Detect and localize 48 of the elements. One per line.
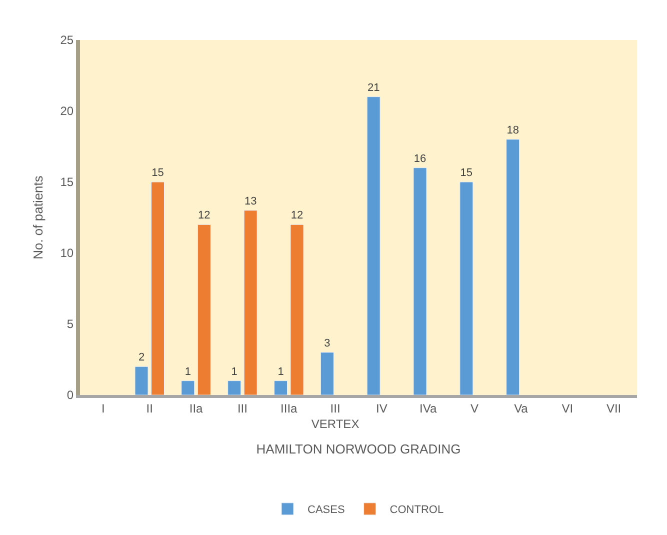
- data-label: 3: [324, 337, 330, 350]
- y-tick-label: 20: [60, 104, 74, 118]
- bar: [134, 366, 148, 395]
- bar: [244, 210, 258, 395]
- x-tick-label: II: [146, 401, 153, 416]
- y-tick-label: 10: [60, 246, 74, 260]
- data-label: 1: [278, 366, 284, 378]
- data-label: 1: [231, 366, 238, 378]
- data-label: 18: [506, 124, 519, 136]
- bar: [228, 380, 242, 395]
- bar: [151, 182, 164, 395]
- bar: [197, 224, 211, 395]
- x-tick-label: VI: [562, 401, 574, 416]
- x-tick-label: III: [237, 401, 248, 416]
- data-label: 15: [460, 167, 473, 179]
- bar: [181, 380, 195, 395]
- data-label: 16: [414, 152, 426, 165]
- x-axis-title: HAMILTON NORWOOD GRADING: [256, 442, 461, 457]
- y-tick-label: 5: [66, 317, 74, 332]
- bar: [290, 224, 304, 395]
- data-label: 13: [244, 195, 257, 208]
- bar: [320, 352, 334, 395]
- bar: [413, 168, 427, 395]
- x-tick-label: III VERTEX: [311, 401, 360, 431]
- data-label: 2: [138, 352, 145, 364]
- x-tick-label: VII: [606, 401, 622, 416]
- data-label: 12: [290, 210, 304, 222]
- x-tick-label: IVa: [420, 401, 438, 416]
- legend-label: CASES: [308, 504, 345, 516]
- y-tick-label: 0: [66, 388, 74, 402]
- x-tick-label: V: [470, 401, 479, 416]
- bar: [506, 139, 520, 395]
- data-label: 21: [367, 82, 380, 94]
- x-tick-label: IIIa: [280, 401, 298, 416]
- bar: [460, 182, 474, 395]
- bar: [274, 380, 288, 395]
- bar: [366, 96, 380, 395]
- data-label: 1: [184, 366, 191, 378]
- data-label: 12: [198, 210, 210, 222]
- x-tick-label: IV: [376, 401, 388, 416]
- y-axis-title: No. of patients: [30, 175, 46, 260]
- x-tick-label: I: [102, 401, 105, 416]
- y-tick-label: 25: [60, 33, 74, 48]
- x-tick-label: IIa: [189, 401, 204, 416]
- legend-label: CONTROL: [390, 504, 444, 516]
- data-label: 15: [152, 167, 164, 179]
- y-tick-label: 15: [60, 175, 74, 190]
- x-tick-label: Va: [514, 401, 528, 416]
